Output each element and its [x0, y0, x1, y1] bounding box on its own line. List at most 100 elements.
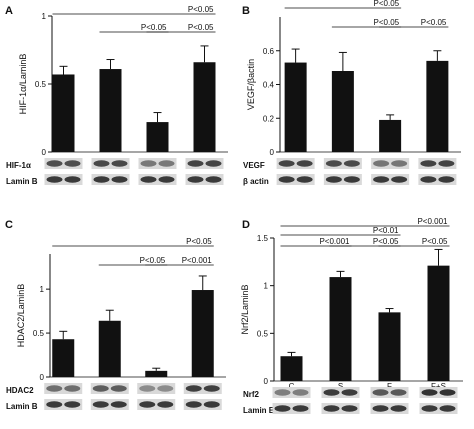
y-tick-label: 1.5 [257, 234, 269, 243]
significance-label: P<0.05 [188, 23, 214, 32]
significance-label: P<0.05 [186, 237, 212, 246]
blot-band [341, 389, 358, 396]
blot-label-target: Nrf2 [243, 390, 260, 399]
blot-lane-background [44, 399, 83, 410]
blot-label-loading: β actin [243, 177, 269, 186]
blot-band [421, 405, 438, 412]
blot-lane-background [90, 399, 129, 410]
significance-label: P<0.001 [182, 256, 213, 265]
blot-band [203, 385, 220, 392]
blot-band [185, 401, 202, 408]
blot-band [205, 176, 222, 183]
blot-lane-background [418, 174, 457, 185]
blot-band [92, 385, 109, 392]
blot-lane-background [91, 158, 130, 169]
panel-c: C 0 0.5 1 HDAC2/LaminB P<0.05 P<0.05 P<0.001 HDA… [0, 214, 237, 429]
blot-lane-background [418, 158, 457, 169]
y-tick-label: 0 [270, 148, 275, 157]
blot-lane-background [323, 174, 362, 185]
blot-band [111, 160, 128, 167]
blot-lane-background [321, 387, 360, 398]
y-axis-label: Nrf2/LaminB [240, 284, 250, 334]
y-tick-label: 0.5 [35, 80, 47, 89]
blot-band [343, 160, 360, 167]
significance-label: P<0.05 [422, 237, 448, 246]
blot-lane-background [90, 383, 129, 394]
blot-lane-background [323, 158, 362, 169]
chart-svg-a: A 0 0.5 1 HIF-1α/LaminB P<0.05 P<0.05 P<0.05 HIF… [5, 5, 228, 186]
blot-lane-background [276, 174, 315, 185]
panel-letter: C [5, 219, 13, 231]
y-tick-label: 0 [42, 148, 47, 157]
blot-band [341, 405, 358, 412]
blot-band [439, 389, 456, 396]
significance-label: P<0.05 [374, 0, 400, 8]
blot-band [64, 385, 81, 392]
bar-c [280, 356, 303, 381]
bar-c [284, 62, 307, 152]
blot-lane-background [276, 158, 315, 169]
bar-fpluss [191, 290, 214, 377]
blot-band [274, 405, 291, 412]
significance-label: P<0.05 [373, 237, 399, 246]
blot-lane-background [370, 403, 409, 414]
blot-band [139, 385, 156, 392]
bar-f [379, 119, 402, 152]
blot-band [421, 389, 438, 396]
bar-f [146, 122, 169, 152]
blot-band [92, 401, 109, 408]
blot-band [140, 160, 157, 167]
blot-band [420, 160, 437, 167]
blot-band [46, 176, 63, 183]
blot-lane-background [185, 174, 224, 185]
y-axis-label: HDAC2/LaminB [16, 284, 26, 348]
chart-svg-c: C 0 0.5 1 HDAC2/LaminB P<0.05 P<0.05 P<0.001 HDA… [5, 219, 226, 411]
bar-fpluss [193, 62, 216, 152]
blot-band [323, 405, 340, 412]
significance-label: P<0.01 [373, 226, 399, 235]
blot-band [325, 176, 342, 183]
blot-lane-background [272, 387, 311, 398]
significance-label: P<0.001 [417, 217, 448, 226]
blot-lane-background [137, 383, 176, 394]
blot-band [391, 176, 408, 183]
blot-band [139, 401, 156, 408]
y-tick-label: 0.2 [263, 114, 275, 123]
blot-band [158, 176, 175, 183]
category-label: S [338, 382, 343, 391]
blot-band [157, 385, 174, 392]
bar-s [329, 277, 352, 381]
y-axis-label: VEGF/βactin [246, 59, 256, 110]
category-label: F+S [431, 382, 446, 391]
blot-band [323, 389, 340, 396]
blot-band [373, 176, 390, 183]
blot-lane-background [183, 383, 222, 394]
y-tick-label: 1 [40, 285, 45, 294]
significance-label: P<0.05 [140, 256, 166, 265]
blot-band [439, 405, 456, 412]
blot-band [292, 389, 309, 396]
panel-letter: D [242, 219, 250, 231]
y-tick-label: 0.5 [33, 329, 45, 338]
blot-band [438, 176, 455, 183]
significance-label: P<0.05 [374, 18, 400, 27]
blot-lane-background [138, 174, 177, 185]
blot-band [64, 401, 81, 408]
y-tick-label: 0 [40, 373, 45, 382]
panel-b: B 0 0.2 0.4 0.6 VEGF/βactin P<0.05 P<0.05 P<0.05… [237, 0, 474, 214]
blot-band [438, 160, 455, 167]
category-label: C [289, 382, 295, 391]
blot-band [46, 401, 63, 408]
blot-band [46, 160, 63, 167]
bar-s [99, 69, 122, 152]
y-tick-label: 1 [42, 12, 47, 21]
blot-band [372, 405, 389, 412]
significance-label: P<0.05 [141, 23, 167, 32]
blot-lane-background [138, 158, 177, 169]
significance-label: P<0.05 [188, 5, 214, 14]
bar-fpluss [426, 60, 449, 152]
blot-band [278, 160, 295, 167]
y-tick-label: 1 [264, 282, 269, 291]
panel-a: A 0 0.5 1 HIF-1α/LaminB P<0.05 P<0.05 P<0.05 HIF… [0, 0, 237, 214]
blot-lane-background [371, 158, 410, 169]
